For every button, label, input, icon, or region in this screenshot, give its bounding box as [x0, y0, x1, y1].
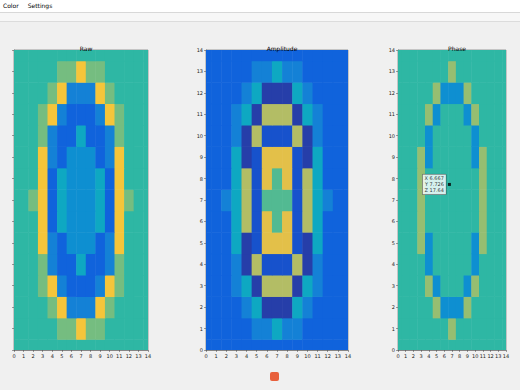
svg-text:11: 11 — [314, 353, 320, 359]
svg-text:Y 7.726: Y 7.726 — [425, 181, 444, 188]
svg-text:14: 14 — [197, 47, 203, 53]
svg-text:2: 2 — [32, 353, 35, 359]
svg-text:1: 1 — [392, 326, 395, 332]
svg-text:7: 7 — [79, 353, 82, 359]
svg-text:4: 4 — [200, 261, 203, 267]
svg-text:0: 0 — [200, 347, 203, 353]
svg-text:6: 6 — [200, 218, 203, 224]
svg-text:8: 8 — [286, 353, 289, 359]
svg-text:10: 10 — [472, 353, 478, 359]
svg-text:10: 10 — [389, 133, 395, 139]
svg-text:11: 11 — [116, 353, 122, 359]
svg-text:Raw: Raw — [80, 45, 93, 52]
svg-text:5: 5 — [255, 353, 258, 359]
svg-text:13: 13 — [389, 68, 395, 74]
svg-text:6: 6 — [392, 218, 395, 224]
svg-text:11: 11 — [389, 111, 395, 117]
svg-text:0: 0 — [392, 347, 395, 353]
svg-text:9: 9 — [200, 154, 203, 160]
svg-text:5: 5 — [392, 240, 395, 246]
svg-text:7: 7 — [392, 197, 395, 203]
svg-text:14: 14 — [503, 353, 509, 359]
svg-text:12: 12 — [389, 90, 395, 96]
svg-text:X 6.667: X 6.667 — [424, 175, 444, 182]
svg-text:Amplitude: Amplitude — [267, 45, 298, 53]
svg-text:12: 12 — [197, 90, 203, 96]
svg-text:10: 10 — [107, 353, 113, 359]
svg-text:6: 6 — [265, 353, 268, 359]
svg-text:1: 1 — [215, 353, 218, 359]
svg-text:9: 9 — [296, 353, 299, 359]
svg-text:8: 8 — [458, 353, 461, 359]
svg-text:8: 8 — [89, 353, 92, 359]
svg-text:8: 8 — [200, 176, 203, 182]
html-text:Settings: Settings — [27, 2, 53, 9]
svg-text:9: 9 — [392, 154, 395, 160]
svg-text:Z 17.64: Z 17.64 — [425, 187, 444, 193]
svg-text:1: 1 — [200, 326, 203, 332]
svg-text:1: 1 — [404, 353, 407, 359]
svg-text:5: 5 — [200, 240, 203, 246]
svg-text:2: 2 — [392, 304, 395, 310]
svg-text:9: 9 — [99, 353, 102, 359]
svg-text:13: 13 — [197, 68, 203, 74]
svg-text:14: 14 — [345, 353, 351, 359]
svg-text:3: 3 — [235, 353, 238, 359]
svg-text:Phase: Phase — [448, 45, 466, 52]
svg-text:5: 5 — [435, 353, 438, 359]
svg-text:0: 0 — [12, 353, 15, 359]
svg-text:11: 11 — [197, 111, 203, 117]
svg-text:3: 3 — [392, 283, 395, 289]
svg-text:4: 4 — [245, 353, 248, 359]
svg-text:7: 7 — [200, 197, 203, 203]
svg-text:14: 14 — [145, 353, 151, 359]
svg-text:3: 3 — [200, 283, 203, 289]
svg-text:12: 12 — [126, 353, 132, 359]
svg-text:13: 13 — [335, 353, 341, 359]
svg-text:8: 8 — [392, 176, 395, 182]
svg-text:12: 12 — [487, 353, 493, 359]
svg-text:14: 14 — [389, 47, 395, 53]
svg-text:13: 13 — [495, 353, 501, 359]
svg-text:3: 3 — [420, 353, 423, 359]
svg-text:2: 2 — [225, 353, 228, 359]
svg-text:6: 6 — [443, 353, 446, 359]
svg-text:4: 4 — [427, 353, 430, 359]
svg-text:0: 0 — [204, 353, 207, 359]
svg-text:11: 11 — [480, 353, 486, 359]
svg-text:7: 7 — [450, 353, 453, 359]
svg-text:4: 4 — [51, 353, 54, 359]
svg-text:13: 13 — [135, 353, 141, 359]
svg-text:6: 6 — [70, 353, 73, 359]
svg-text:4: 4 — [392, 261, 395, 267]
svg-text:3: 3 — [41, 353, 44, 359]
svg-text:5: 5 — [60, 353, 63, 359]
svg-text:9: 9 — [466, 353, 469, 359]
svg-text:10: 10 — [197, 133, 203, 139]
svg-text:2: 2 — [412, 353, 415, 359]
svg-text:7: 7 — [275, 353, 278, 359]
svg-text:1: 1 — [22, 353, 25, 359]
html-text:Color: Color — [3, 2, 19, 9]
svg-text:10: 10 — [304, 353, 310, 359]
svg-text:0: 0 — [396, 353, 399, 359]
svg-text:12: 12 — [325, 353, 331, 359]
svg-text:2: 2 — [200, 304, 203, 310]
